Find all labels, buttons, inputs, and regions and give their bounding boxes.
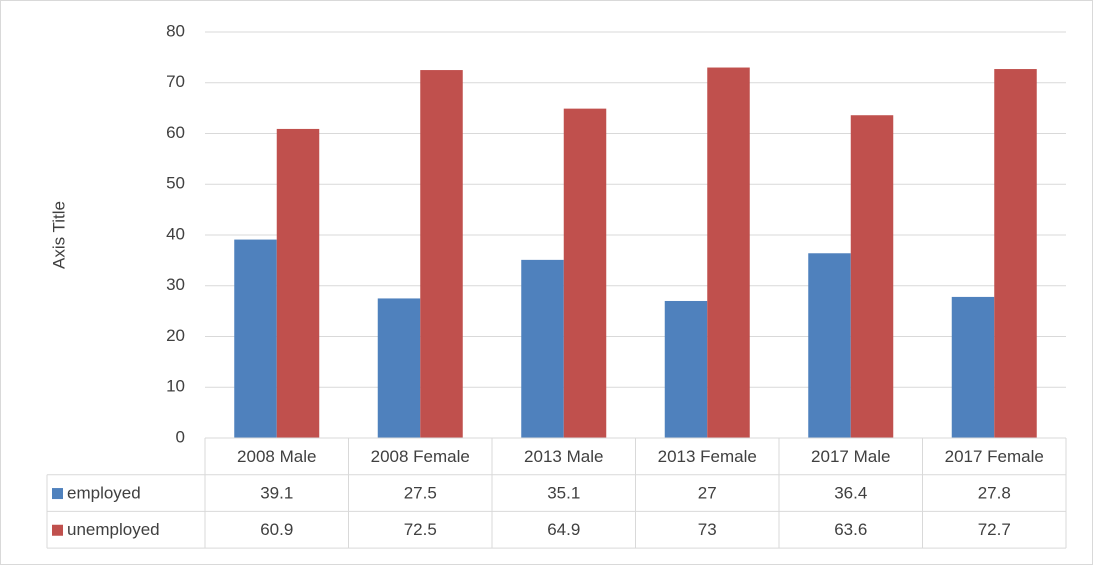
y-tick-label: 10 xyxy=(166,377,185,396)
table-value: 73 xyxy=(698,520,717,539)
bar xyxy=(276,128,320,438)
table-value: 72.7 xyxy=(978,520,1011,539)
bar xyxy=(707,67,750,439)
bar xyxy=(234,239,277,438)
bar xyxy=(521,259,564,438)
table-value: 27 xyxy=(698,484,717,503)
x-tick-label: 2017 Female xyxy=(945,447,1044,466)
bar xyxy=(994,69,1037,439)
x-tick-label: 2013 Female xyxy=(658,447,757,466)
table-value: 63.6 xyxy=(834,520,867,539)
x-tick-label: 2017 Male xyxy=(811,447,890,466)
table-value: 39.1 xyxy=(260,484,293,503)
bar xyxy=(664,300,708,438)
bar xyxy=(808,253,851,438)
bar xyxy=(850,115,894,438)
bar xyxy=(951,296,995,438)
table-value: 64.9 xyxy=(547,520,580,539)
table-value: 72.5 xyxy=(404,520,437,539)
y-axis-title: Axis Title xyxy=(49,201,68,269)
x-tick-label: 2013 Male xyxy=(524,447,603,466)
y-tick-label: 40 xyxy=(166,224,185,243)
table-value: 35.1 xyxy=(547,484,580,503)
y-tick-label: 60 xyxy=(166,123,185,142)
legend-label: unemployed xyxy=(67,520,160,539)
legend-key xyxy=(52,524,63,536)
bar xyxy=(377,298,421,438)
x-tick-label: 2008 Female xyxy=(371,447,470,466)
y-tick-label: 20 xyxy=(166,326,185,345)
table-value: 27.5 xyxy=(404,484,437,503)
table-value: 27.8 xyxy=(978,484,1011,503)
legend-label: employed xyxy=(67,484,141,503)
y-tick-label: 50 xyxy=(166,174,185,193)
y-tick-label: 80 xyxy=(166,21,185,40)
legend-key xyxy=(52,488,63,500)
y-tick-label: 70 xyxy=(166,72,185,91)
y-tick-label: 0 xyxy=(176,427,185,446)
table-value: 60.9 xyxy=(260,520,293,539)
bar xyxy=(420,70,463,438)
bar xyxy=(563,108,607,438)
table-value: 36.4 xyxy=(834,484,867,503)
y-tick-label: 30 xyxy=(166,275,185,294)
x-tick-label: 2008 Male xyxy=(237,447,316,466)
